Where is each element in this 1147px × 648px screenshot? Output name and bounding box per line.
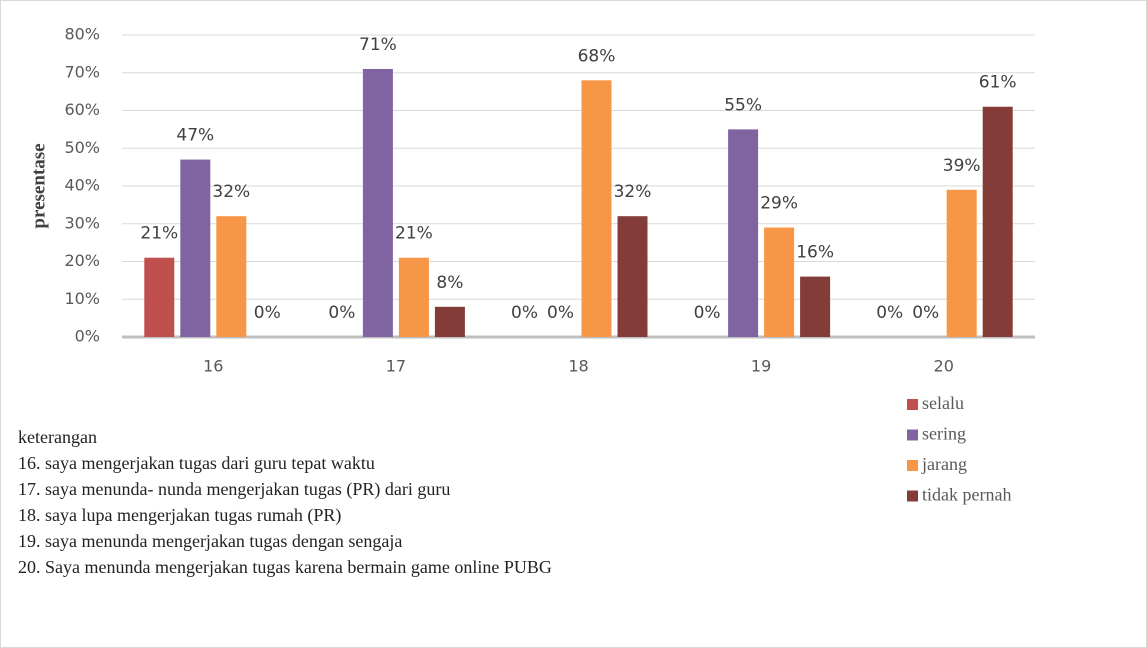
value-label: 47%: [176, 126, 214, 146]
legend-swatch: [907, 490, 918, 502]
bar: [982, 106, 1013, 337]
note-line: 20. Saya menunda mengerjakan tugas karen…: [18, 557, 552, 577]
bar: [800, 276, 831, 337]
legend-label: jarang: [921, 454, 967, 474]
value-label: 21%: [395, 224, 433, 244]
value-label: 68%: [578, 46, 616, 66]
value-label: 16%: [796, 243, 834, 263]
y-tick-label: 70%: [64, 62, 100, 81]
value-label: 0%: [254, 303, 281, 323]
bar: [581, 80, 612, 338]
value-label: 71%: [359, 35, 397, 55]
value-label: 0%: [912, 303, 939, 323]
x-tick-label: 18: [568, 357, 588, 376]
bar: [216, 216, 247, 337]
value-label: 8%: [436, 273, 463, 293]
bar: [362, 68, 393, 337]
legend-label: tidak pernah: [922, 485, 1011, 505]
x-tick-label: 19: [751, 357, 771, 376]
note-line: 17. saya menunda- nunda mengerjakan tuga…: [18, 479, 450, 500]
value-label: 0%: [511, 303, 538, 323]
value-label: 32%: [614, 182, 652, 202]
note-line: 19. saya menunda mengerjakan tugas denga…: [18, 531, 402, 551]
note-line: 18. saya lupa mengerjakan tugas rumah (P…: [18, 505, 341, 526]
value-label: 0%: [694, 303, 721, 323]
bar: [728, 129, 759, 337]
bar: [946, 189, 977, 337]
value-label: 29%: [760, 194, 798, 214]
value-label: 0%: [328, 303, 355, 323]
bar: [144, 257, 175, 337]
x-tick-label: 17: [386, 357, 406, 376]
y-tick-label: 30%: [64, 213, 100, 232]
y-tick-label: 40%: [64, 176, 100, 195]
value-label: 39%: [943, 156, 981, 176]
bar: [398, 257, 429, 337]
value-label: 0%: [547, 303, 574, 323]
value-label: 32%: [212, 182, 250, 202]
x-tick-label: 16: [203, 357, 223, 376]
legend-swatch: [907, 429, 918, 441]
value-label: 55%: [724, 95, 762, 115]
value-label: 61%: [979, 73, 1017, 93]
y-tick-label: 0%: [75, 327, 100, 346]
legend-swatch: [907, 460, 918, 471]
x-tick-label: 20: [934, 357, 954, 376]
note-line: keterangan: [18, 427, 97, 447]
value-label: 0%: [876, 303, 903, 323]
legend-swatch: [907, 399, 918, 410]
y-tick-label: 20%: [64, 251, 100, 270]
y-tick-label: 10%: [64, 289, 100, 308]
legend-label: selalu: [922, 393, 964, 413]
y-tick-label: 60%: [64, 100, 100, 119]
bar: [180, 159, 211, 337]
bar: [764, 227, 795, 337]
y-tick-label: 80%: [64, 25, 100, 44]
note-line: 16. saya mengerjakan tugas dari guru tep…: [18, 453, 375, 473]
y-axis-label: presentase: [28, 143, 49, 228]
bar: [617, 216, 648, 337]
legend-label: sering: [922, 424, 966, 444]
bar: [434, 306, 465, 337]
value-label: 21%: [140, 224, 178, 244]
y-tick-label: 50%: [64, 138, 100, 157]
